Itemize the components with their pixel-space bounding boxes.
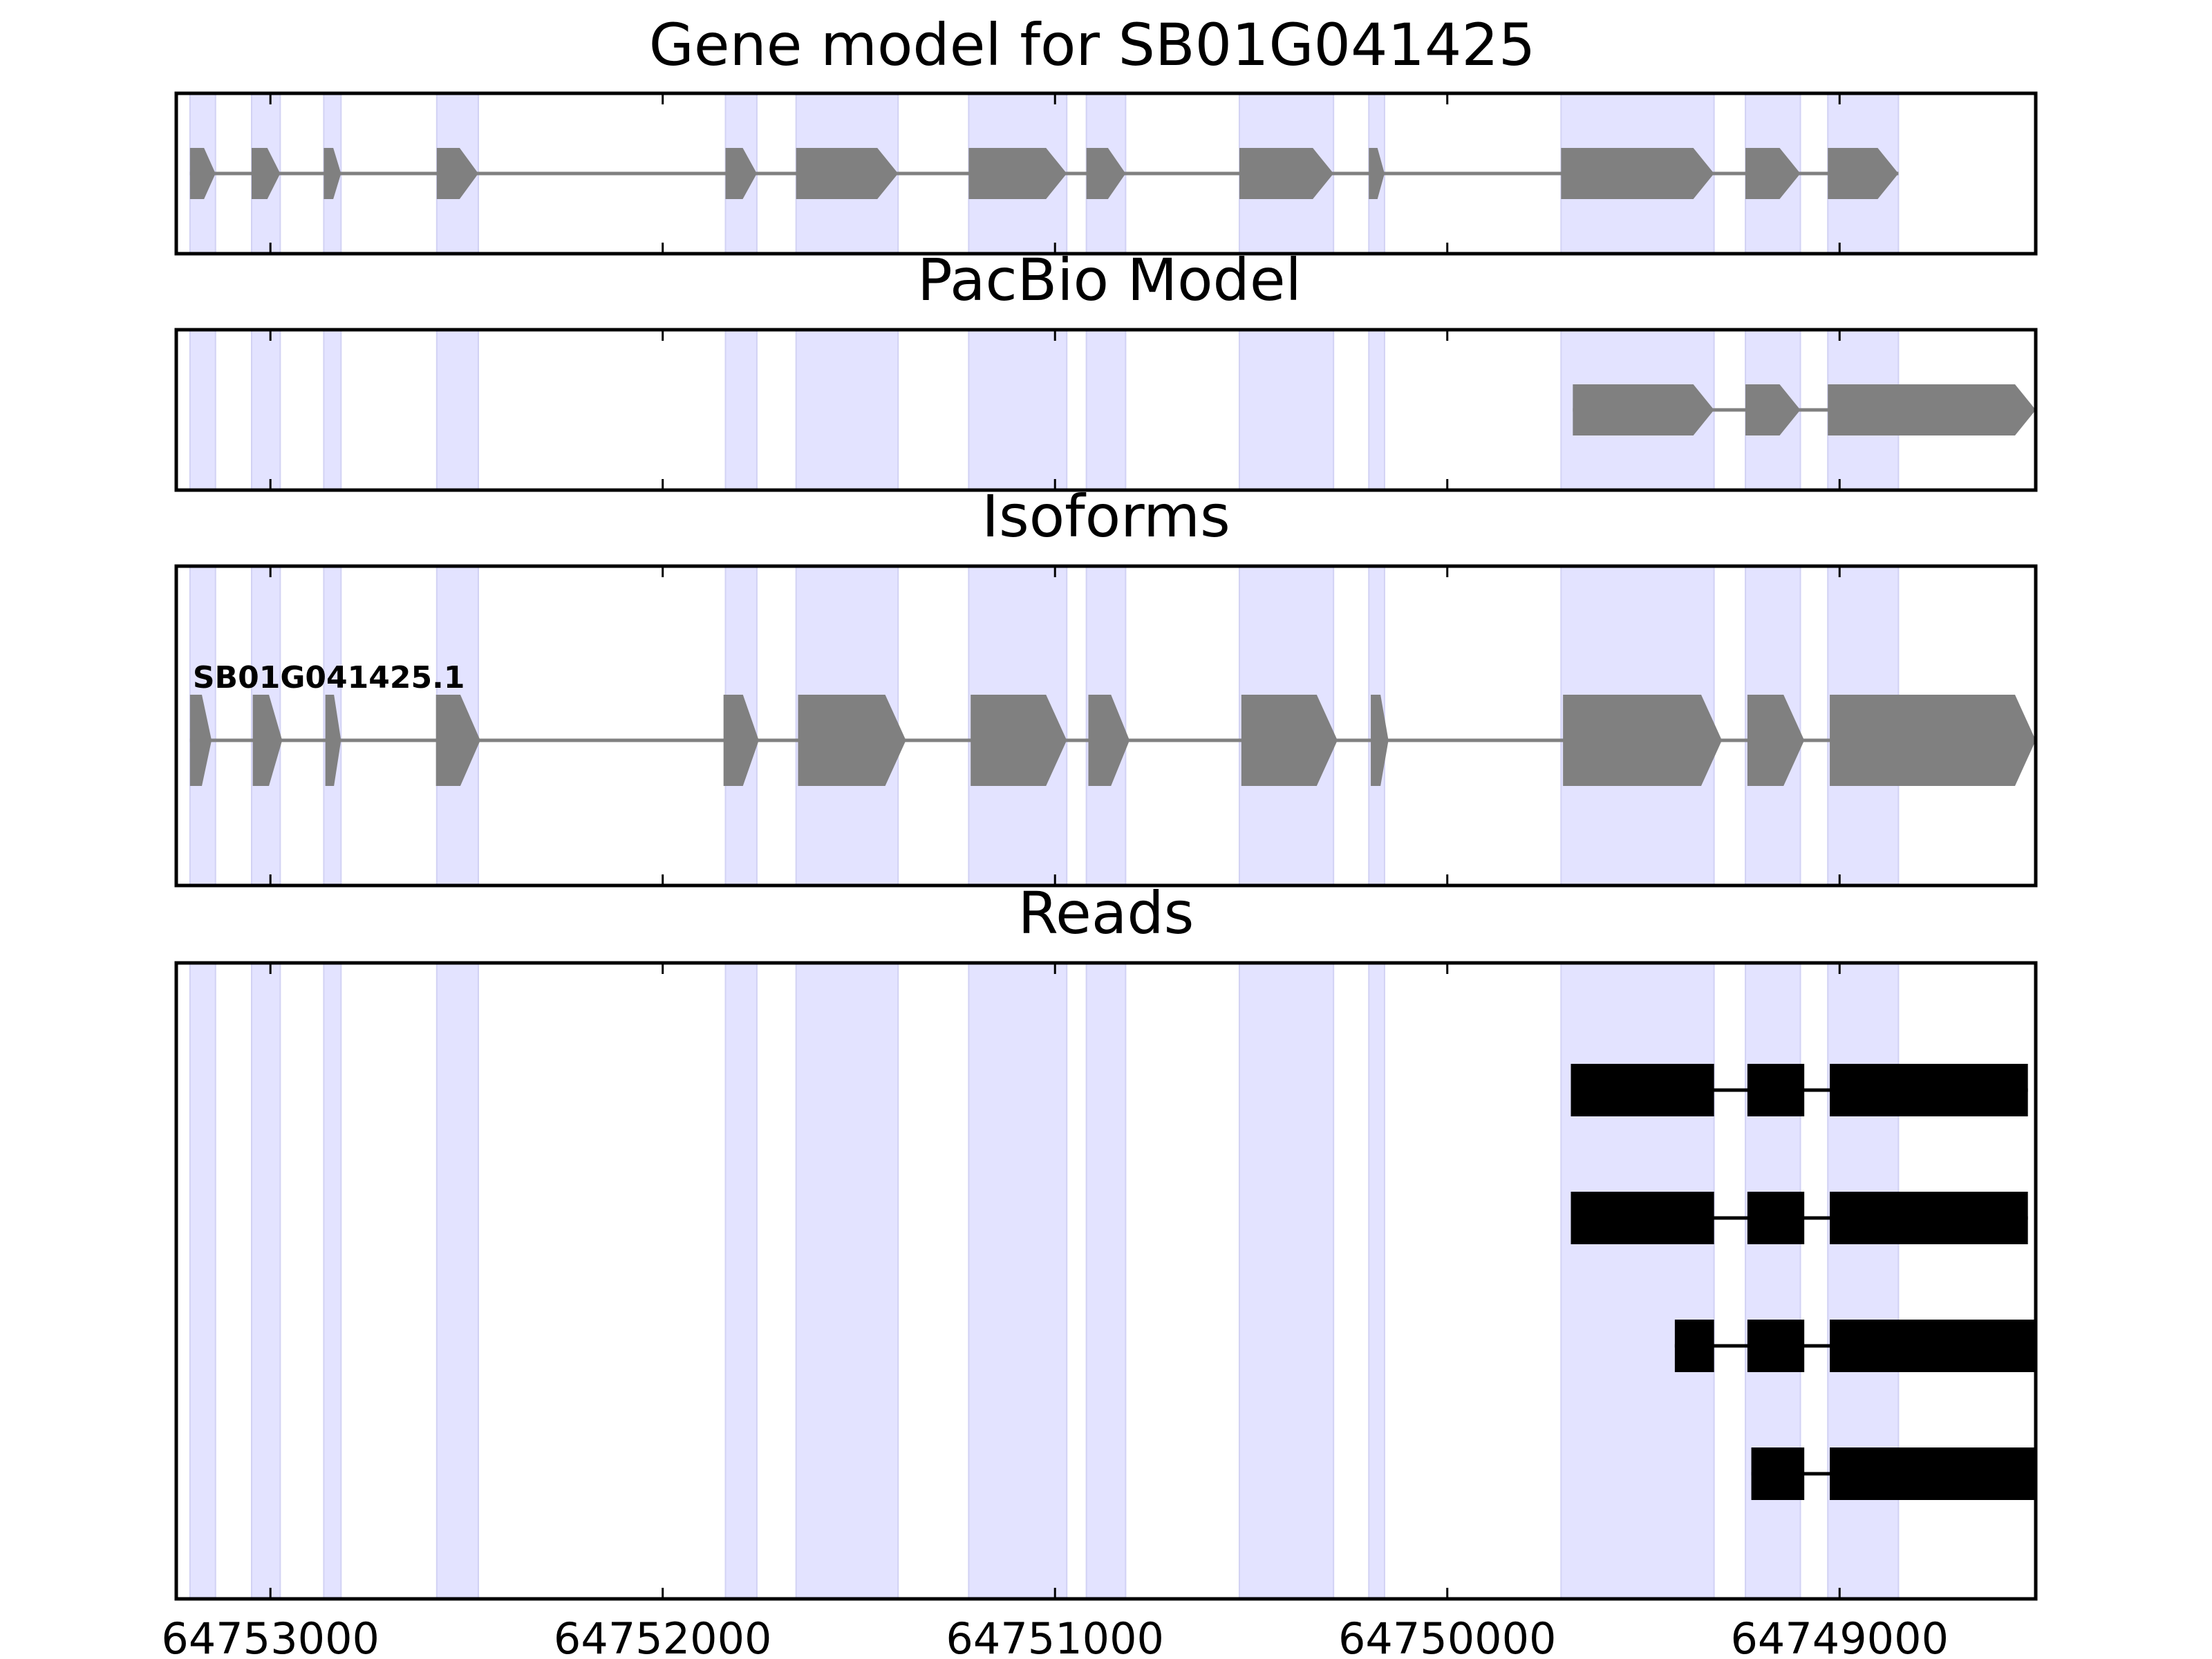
exon-arrow <box>1573 384 1714 435</box>
read-block <box>1747 1064 1805 1116</box>
exon-region-band <box>189 962 216 1600</box>
reads-ticks <box>269 963 1841 1599</box>
exon-arrow <box>325 695 341 786</box>
gene-model-ticks <box>269 93 1841 254</box>
isoforms-axes <box>174 564 2038 888</box>
x-tick-label: 64752000 <box>554 1613 772 1659</box>
exon-arrow <box>1830 695 2036 786</box>
exon-region-band <box>1238 962 1335 1600</box>
isoforms-ticks <box>269 566 1841 885</box>
exon-arrow <box>1239 148 1334 199</box>
exon-arrow <box>725 148 757 199</box>
pacbio-model-title: PacBio Model <box>917 246 1302 314</box>
exon-region-bands <box>189 962 1900 1600</box>
isoform-features: SB01G041425.1 <box>189 660 2036 786</box>
read-block <box>1571 1064 1714 1116</box>
pacbio-model-panel: PacBio Model <box>174 246 2038 492</box>
pacbio-model-ticks <box>269 330 1841 490</box>
x-tick-label: 64750000 <box>1338 1613 1557 1659</box>
exon-region-band <box>1085 329 1127 491</box>
read-block <box>1747 1192 1805 1244</box>
exon-region-band <box>795 962 899 1600</box>
isoform-label: SB01G041425.1 <box>193 660 465 695</box>
exon-arrow <box>1828 148 1899 199</box>
exon-region-band <box>1368 329 1385 491</box>
read-block <box>1830 1192 2028 1244</box>
reads-axes <box>174 961 2038 1601</box>
exon-region-band <box>968 962 1068 1600</box>
exon-arrow <box>723 695 759 786</box>
gene-model-panel: Gene model for SB01G041425 <box>174 11 2038 256</box>
exon-region-band <box>724 962 758 1600</box>
read-block <box>1571 1192 1714 1244</box>
exon-arrow <box>968 148 1067 199</box>
exon-arrow <box>1088 695 1130 786</box>
exon-region-band <box>250 329 281 491</box>
read-block <box>1747 1320 1805 1372</box>
exon-arrow <box>252 695 283 786</box>
exon-arrow <box>435 695 480 786</box>
exon-arrow <box>1086 148 1126 199</box>
exon-region-band <box>1745 962 1801 1600</box>
exon-region-band <box>323 962 342 1600</box>
exon-arrow <box>1561 148 1714 199</box>
reads-panel: Reads 64753000 64752000 64751000 64750000 64… <box>161 879 2038 1659</box>
exon-region-band <box>1560 962 1715 1600</box>
exon-region-band <box>968 329 1068 491</box>
isoforms-title: Isoforms <box>982 482 1230 550</box>
pacbio-model-axes <box>174 328 2038 492</box>
exon-arrow <box>1747 695 1805 786</box>
exon-arrow <box>798 695 906 786</box>
exon-arrow <box>796 148 899 199</box>
exon-region-band <box>250 962 281 1600</box>
exon-arrow <box>1745 384 1801 435</box>
exon-region-band <box>1368 962 1385 1600</box>
gene-model-features <box>189 148 1899 199</box>
isoforms-panel: Isoforms SB01G041425.1 <box>174 482 2038 888</box>
exon-region-band <box>435 329 479 491</box>
exon-arrow <box>251 148 281 199</box>
exon-region-band <box>1238 329 1335 491</box>
exon-arrow <box>436 148 478 199</box>
exon-arrow <box>971 695 1067 786</box>
exon-region-band <box>435 962 479 1600</box>
exon-arrow <box>1241 695 1338 786</box>
exon-arrow <box>189 695 212 786</box>
exon-region-band <box>1827 962 1900 1600</box>
x-tick-labels: 64753000 64752000 64751000 64750000 64749000 <box>161 1613 1949 1659</box>
exon-arrow <box>1745 148 1801 199</box>
exon-arrow <box>324 148 341 199</box>
read-block <box>1830 1064 2028 1116</box>
exon-region-band <box>724 329 758 491</box>
reads-title: Reads <box>1018 879 1194 947</box>
exon-arrow <box>1369 148 1385 199</box>
exon-arrow <box>1371 695 1389 786</box>
read-block <box>1830 1320 2036 1372</box>
read-block <box>1674 1320 1714 1372</box>
x-tick-label: 64751000 <box>946 1613 1164 1659</box>
exon-region-band <box>795 329 899 491</box>
gene-model-axes <box>174 91 2038 256</box>
read-block <box>1830 1447 2036 1500</box>
pacbio-model-features <box>1573 384 2036 435</box>
x-tick-label: 64753000 <box>161 1613 379 1659</box>
read-features <box>1571 1064 2036 1500</box>
read-block <box>1751 1447 1805 1500</box>
exon-arrow <box>189 148 216 199</box>
exon-region-band <box>323 329 342 491</box>
exon-region-band <box>189 329 216 491</box>
exon-region-band <box>1085 962 1127 1600</box>
gene-model-title: Gene model for SB01G041425 <box>649 11 1535 79</box>
exon-arrow <box>1563 695 1722 786</box>
exon-arrow <box>1828 384 2036 435</box>
x-tick-label: 64749000 <box>1730 1613 1949 1659</box>
